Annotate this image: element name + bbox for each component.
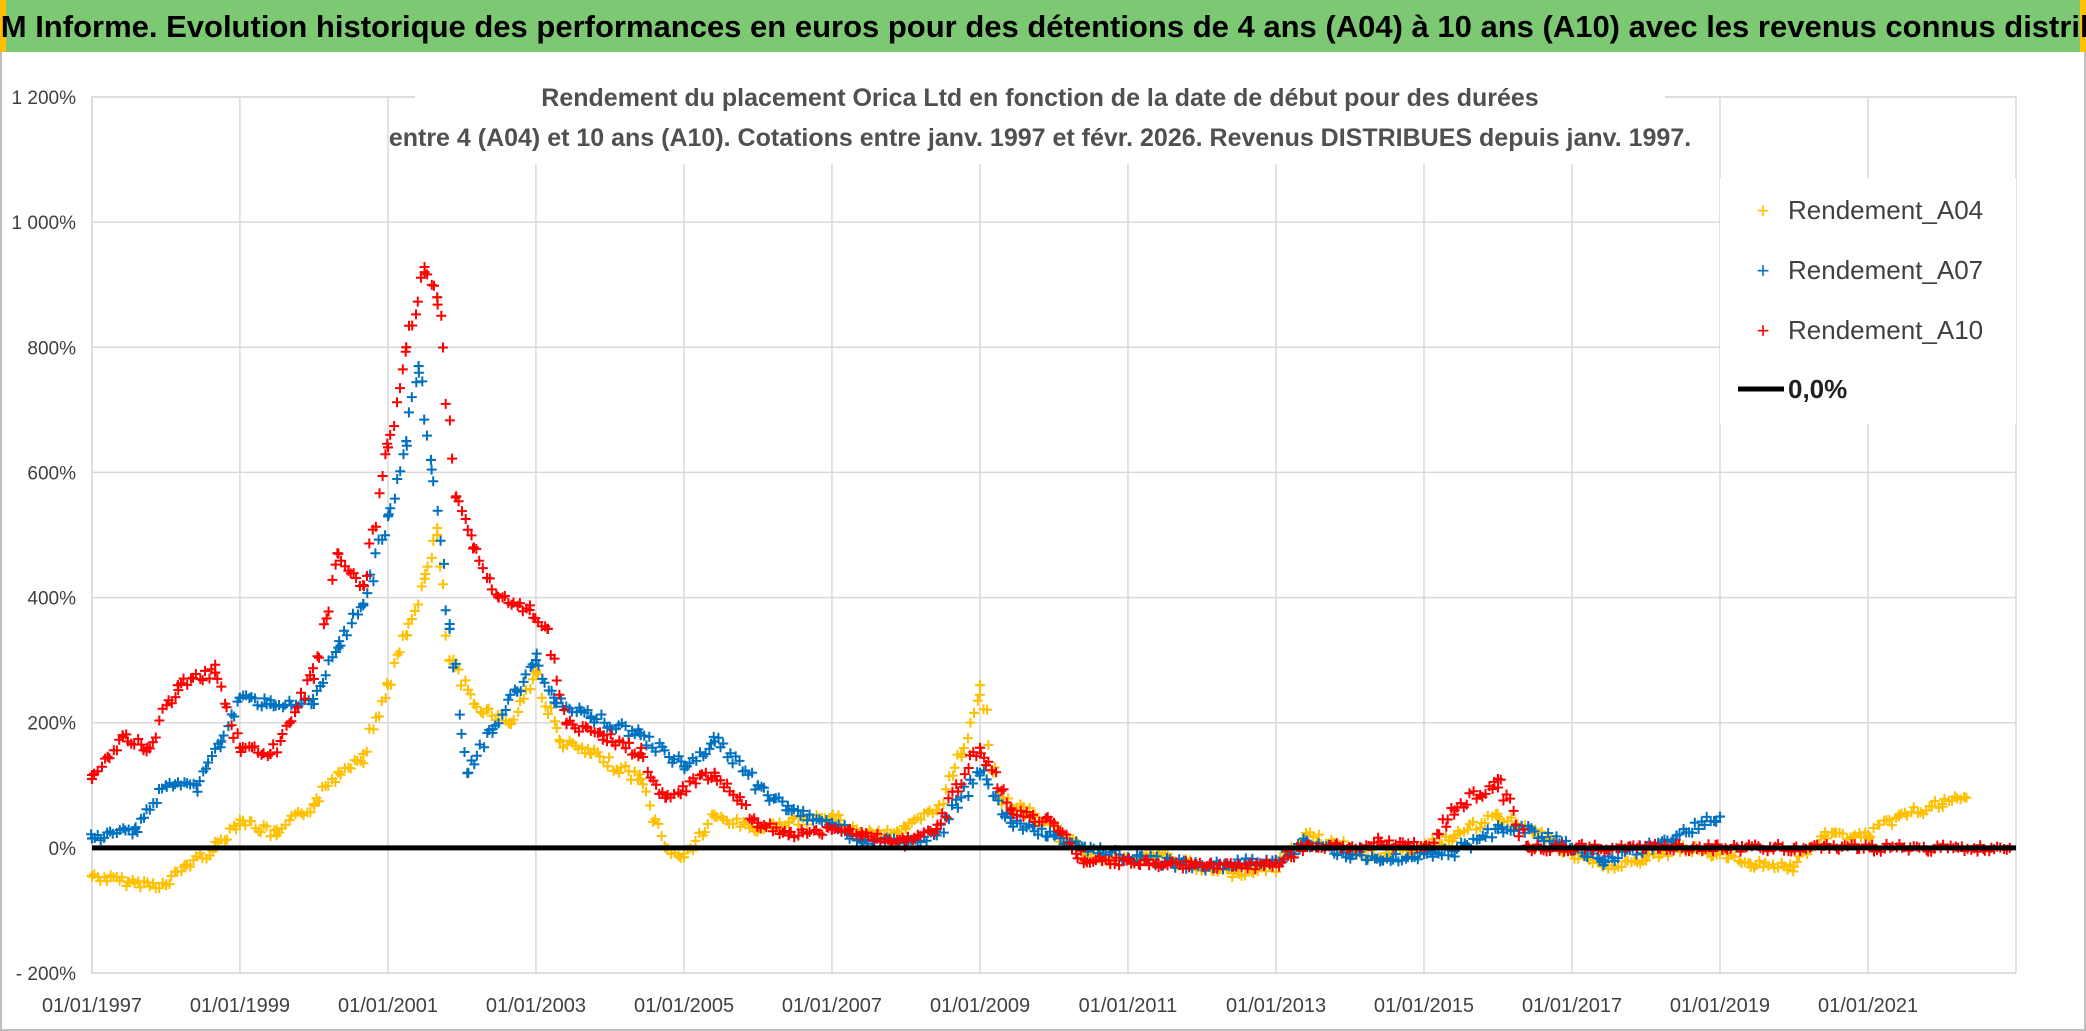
header-accent-right (2080, 0, 2086, 52)
legend-marker-a07: + (1757, 258, 1770, 283)
x-tick-label: 01/01/2011 (1079, 995, 1178, 1017)
x-tick-label: 01/01/2021 (1818, 995, 1918, 1017)
legend-marker-a10: + (1757, 318, 1770, 343)
header-accent-left (0, 0, 6, 52)
y-tick-label: 600% (27, 463, 76, 484)
legend-background (1720, 178, 2016, 424)
x-tick-label: 01/01/2019 (1670, 995, 1770, 1017)
header-title: ADAM Informe. Evolution historique des p… (0, 9, 2086, 44)
header-bar (0, 0, 2086, 52)
x-tick-label: 01/01/2017 (1522, 995, 1622, 1017)
legend-label-zero: 0,0% (1788, 374, 1847, 404)
x-tick-label: 01/01/2007 (782, 995, 882, 1017)
y-tick-label: 200% (27, 714, 76, 735)
legend-label-a10: Rendement_A10 (1788, 315, 1983, 345)
legend-label-a07: Rendement_A07 (1788, 255, 1983, 285)
y-tick-label: 800% (27, 338, 76, 359)
y-tick-label: 1 000% (12, 213, 77, 234)
y-tick-label: 400% (27, 589, 76, 610)
grid-lines (91, 96, 2017, 974)
legend-label-a04: Rendement_A04 (1788, 195, 1983, 225)
chart-title-line-2: entre 4 (A04) et 10 ans (A10). Cotations… (389, 124, 1691, 152)
x-tick-label: 01/01/2009 (930, 995, 1030, 1017)
data-point (975, 680, 986, 691)
x-tick-label: 01/01/2003 (486, 995, 586, 1017)
x-tick-label: 01/01/2001 (338, 995, 438, 1017)
x-tick-label: 01/01/1997 (42, 995, 142, 1017)
data-point (1714, 811, 1725, 822)
chart-title-line-1: Rendement du placement Orica Ltd en fonc… (541, 84, 1538, 112)
x-tick-label: 01/01/2015 (1374, 995, 1474, 1017)
y-tick-label: - 200% (16, 964, 76, 985)
x-tick-label: 01/01/2005 (634, 995, 734, 1017)
data-point (425, 454, 436, 465)
subtitle-background (415, 72, 1665, 164)
legend-marker-a04: + (1757, 198, 1770, 223)
y-axis-ticks: - 200% 0% 200% 400% 600% 800% 1 000% 1 200% (12, 88, 77, 985)
y-tick-label: 1 200% (12, 88, 77, 109)
x-tick-label: 01/01/2013 (1226, 995, 1326, 1017)
series-markers (86, 367, 1722, 876)
legend: + Rendement_A04 + Rendement_A07 + Rendem… (1720, 178, 2016, 424)
x-axis-ticks: 01/01/1997 01/01/1999 01/01/2001 01/01/2003… (42, 995, 1918, 1017)
x-tick-label: 01/01/1999 (190, 995, 290, 1017)
y-tick-label: 0% (49, 839, 77, 860)
